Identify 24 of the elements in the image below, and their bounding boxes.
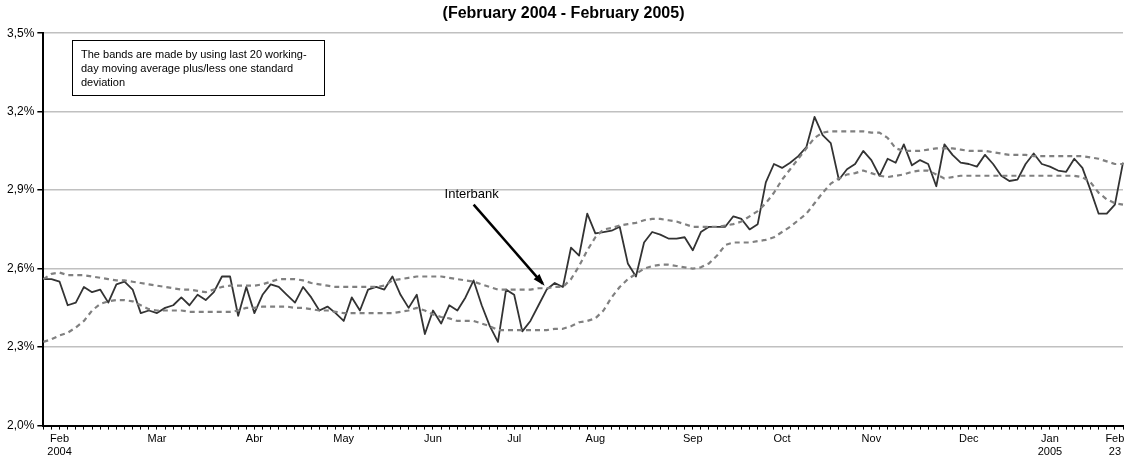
x-tick-label: Jun	[424, 432, 442, 445]
y-tick-label: 2,6%	[6, 260, 35, 275]
y-tick-label: 2,3%	[6, 339, 35, 354]
text: Interbank	[444, 185, 500, 201]
x-tick-label: Feb 23	[1105, 432, 1125, 458]
x-tick-label: Jul	[507, 432, 522, 445]
x-tick-label: Dec	[958, 432, 980, 445]
line-series	[42, 169, 1125, 343]
y-tick-label: 2,0%	[6, 417, 35, 432]
chart-title: (February 2004 - February 2005)	[442, 4, 685, 22]
x-tick-label: Oct	[773, 432, 791, 445]
x-tick-label: Aug	[585, 432, 606, 445]
x-tick-label: Jan 2005	[1037, 432, 1063, 458]
x-tick-label: Sep	[682, 432, 703, 445]
y-tick-label: 3,2%	[6, 103, 35, 118]
y-tick-label: 3,5%	[6, 25, 35, 40]
x-tick-label: Feb 2004	[47, 432, 72, 458]
line-series	[42, 130, 1125, 294]
x-tick-label: Abr	[245, 432, 264, 445]
y-tick-label: 2,9%	[6, 182, 35, 197]
x-tick-label: Nov	[861, 432, 882, 445]
x-tick-label: Mar	[147, 432, 167, 445]
annotation: The bands are made by using last 20 working-day moving average plus/less one standard deviation	[72, 40, 325, 96]
x-tick-label: May	[333, 432, 355, 445]
